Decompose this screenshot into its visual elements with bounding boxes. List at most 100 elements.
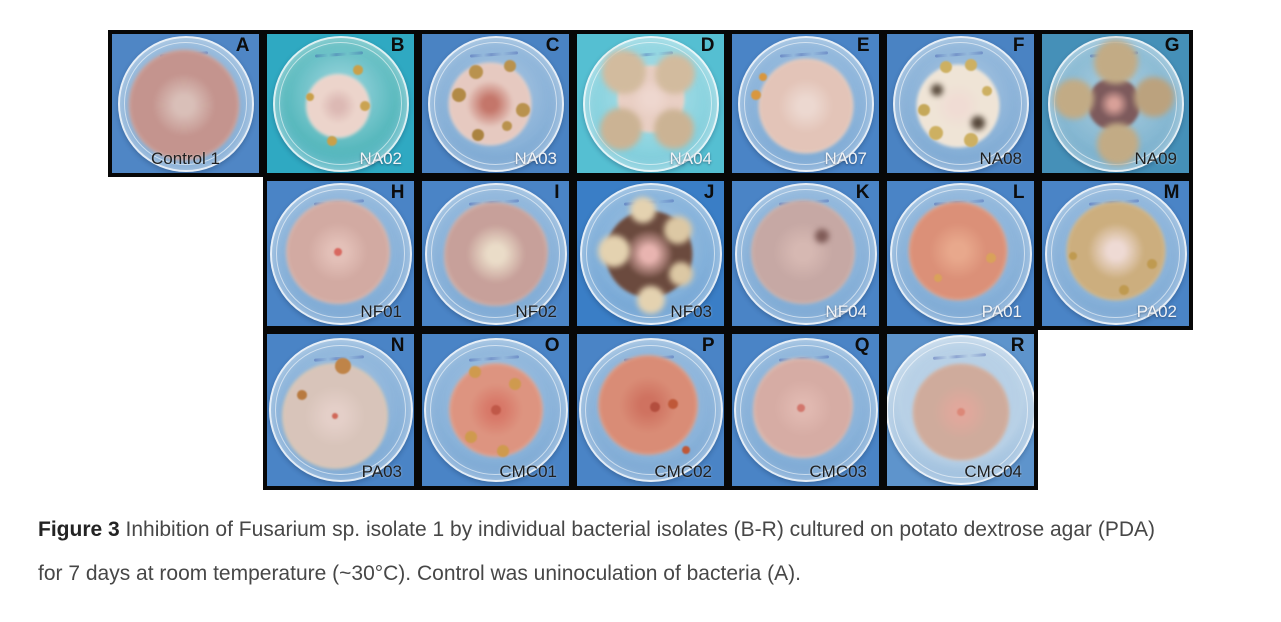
figure-caption: Figure 3 Inhibition of Fusarium sp. isol… [38,508,1253,596]
panel-letter: D [700,35,715,56]
bacterial-spot [1068,252,1077,261]
isolate-label: Control 1 [151,149,220,168]
bacterial-spot [297,389,308,400]
panel-letter: F [1012,35,1025,56]
fungal-colony [750,200,855,305]
panel-R: R CMC04 [883,330,1038,490]
caption-line-1: Figure 3 Inhibition of Fusarium sp. isol… [38,508,1253,552]
bacterial-spot [335,357,352,374]
bacterial-growth-lobe [1093,39,1138,84]
bacterial-spot [963,132,978,147]
panel-letter: H [390,182,405,203]
bacterial-growth-lobe [930,83,943,96]
bacterial-spot [504,59,517,72]
panel-letter: C [545,35,560,56]
panel-letter: R [1010,335,1025,356]
bacterial-spot [508,378,521,391]
bacterial-growth-lobe [1133,76,1174,117]
bacterial-growth-lobe [602,49,647,94]
panel-letter: E [856,35,870,56]
fungal-colony [597,355,698,456]
isolate-label: NA03 [514,149,557,168]
fungal-colony [1066,201,1165,301]
bacterial-spot [353,65,364,76]
bacterial-spot [928,125,943,140]
bacterial-spot [469,64,484,79]
isolate-label: NF03 [670,302,712,321]
panel-B: B NA02 [263,30,418,177]
panel-H: H NF01 [263,177,418,330]
caption-line-2: for 7 days at room temperature (~30°C). … [38,562,802,585]
bacterial-spot [797,404,806,413]
bacterial-spot [986,252,997,263]
isolate-label: NF01 [360,302,402,321]
bacterial-spot [1147,258,1158,269]
bacterial-growth-lobe [636,285,665,314]
isolate-label: NF04 [825,302,867,321]
panel-letter: L [1012,182,1025,203]
bacterial-spot [981,85,992,96]
fungal-colony [908,201,1008,301]
bacterial-spot [934,274,943,283]
fungal-colony [1087,77,1141,130]
panel-letter: O [544,335,560,356]
bacterial-spot [516,103,531,118]
bacterial-spot [331,413,338,420]
isolate-label: NF02 [515,302,557,321]
bacterial-spot [464,431,477,444]
fungal-colony [305,74,370,139]
isolate-label: CMC03 [809,462,867,481]
panel-M: M PA02 [1038,177,1193,330]
bacterial-spot [471,129,484,142]
bacterial-growth-lobe [814,229,829,244]
panel-O: O CMC01 [418,330,573,490]
isolate-label: NA04 [669,149,712,168]
panel-letter: Q [854,335,870,356]
bacterial-spot [956,407,965,416]
bacterial-spot [490,405,501,415]
bacterial-spot [502,120,513,131]
bacterial-spot [758,73,767,82]
petri-dish [272,35,409,172]
bacterial-growth-lobe [1097,122,1140,165]
isolate-label: PA03 [361,462,402,481]
bacterial-growth-lobe [630,197,657,223]
bacterial-spot [1119,284,1130,295]
bacterial-spot [649,401,660,412]
bacterial-spot [496,445,509,458]
bacterial-growth-lobe [655,54,696,95]
fungal-colony [443,201,548,306]
isolate-label: NA02 [359,149,402,168]
figure-number-label: Figure 3 [38,518,120,541]
panel-letter: K [855,182,870,203]
bacterial-spot [964,58,977,71]
panel-letter: J [703,182,715,203]
bacterial-spot [667,398,678,409]
panel-letter: I [554,182,560,203]
bacterial-spot [939,61,952,74]
panel-P: P CMC02 [573,330,728,490]
panel-N: N PA03 [263,330,418,490]
bacterial-spot [681,445,690,454]
fungal-colony [448,62,532,145]
isolate-label: CMC02 [654,462,712,481]
panel-Q: Q CMC03 [728,330,883,490]
panel-L: L PA01 [883,177,1038,330]
panel-G: G NA09 [1038,30,1193,177]
bacterial-growth-lobe [971,115,986,130]
bacterial-spot [305,92,314,101]
panel-I: I NF02 [418,177,573,330]
bacterial-spot [360,101,371,112]
panel-J: J NF03 [573,177,728,330]
panel-F: F NA08 [883,30,1038,177]
bacterial-spot [917,104,930,117]
bacterial-spot [451,88,466,103]
isolate-label: NA09 [1134,149,1177,168]
panel-letter: B [390,35,405,56]
panel-E: E NA07 [728,30,883,177]
panel-letter: A [235,35,250,56]
bacterial-spot [468,366,481,378]
bacterial-growth-lobe [664,216,693,245]
isolate-label: PA02 [1136,302,1177,321]
